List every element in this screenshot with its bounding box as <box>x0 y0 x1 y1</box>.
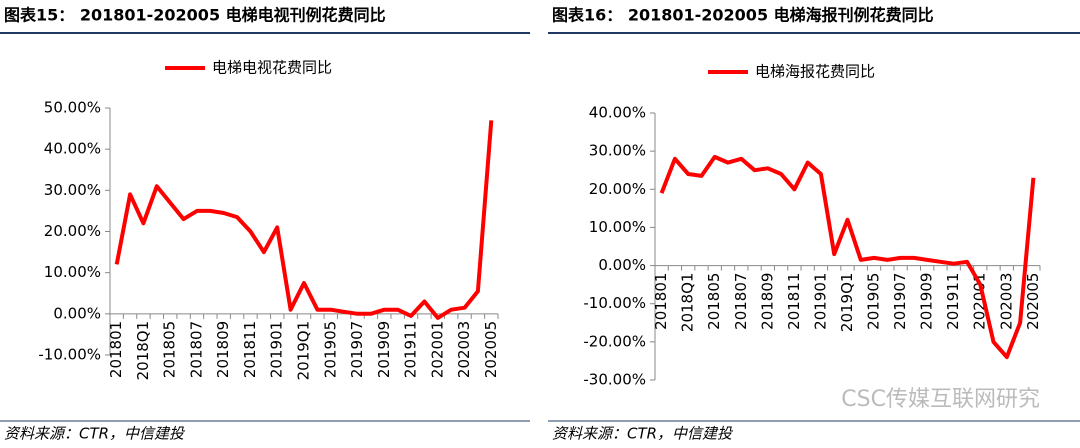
x-tick-label: 2019Q1 <box>295 321 313 381</box>
y-tick-label: 20.00% <box>589 180 646 198</box>
y-tick-label: -10.00% <box>38 346 101 364</box>
x-tick-label: 201807 <box>732 273 750 330</box>
series-line <box>659 154 1036 360</box>
chart-title: 图表15： 201801-202005 电梯电视刊例花费同比 <box>4 6 386 25</box>
y-tick-label: 40.00% <box>44 140 101 158</box>
y-tick-label: 10.00% <box>44 263 101 281</box>
x-tick-label: 201911 <box>944 273 962 330</box>
x-tick-label: 201807 <box>187 321 205 378</box>
chart-title: 图表16： 201801-202005 电梯海报刊例花费同比 <box>552 6 934 25</box>
x-tick-label: 201809 <box>214 321 232 378</box>
series-line <box>114 120 494 320</box>
x-tick-label: 201901 <box>268 321 286 378</box>
y-tick-label: 0.00% <box>53 304 101 322</box>
x-tick-label: 2018Q1 <box>134 321 152 381</box>
y-tick-label: 10.00% <box>589 218 646 236</box>
x-tick-label: 201907 <box>891 273 909 330</box>
source-note: 资料来源：CTR，中信建投 <box>4 425 186 443</box>
x-tick-label: 201811 <box>241 321 259 378</box>
y-tick-label: 50.00% <box>44 99 101 117</box>
x-tick-label: 201801 <box>107 321 125 378</box>
x-tick-label: 201909 <box>918 273 936 330</box>
x-tick-label: 201911 <box>402 321 420 378</box>
x-tick-label: 202005 <box>1024 273 1042 330</box>
x-tick-label: 201905 <box>321 321 339 378</box>
watermark: CSC传媒互联网研究 <box>841 387 1040 412</box>
x-tick-label: 201909 <box>375 321 393 378</box>
x-tick-label: 202003 <box>997 273 1015 330</box>
x-tick-label: 201801 <box>652 273 670 330</box>
x-tick-label: 201811 <box>785 273 803 330</box>
x-tick-label: 201901 <box>811 273 829 330</box>
x-tick-label: 202003 <box>455 321 473 378</box>
y-tick-label: -10.00% <box>583 294 646 312</box>
y-tick-label: 20.00% <box>44 222 101 240</box>
legend-label: 电梯电视花费同比 <box>212 59 332 77</box>
x-tick-label: 2019Q1 <box>838 273 856 333</box>
x-tick-label: 202001 <box>971 273 989 330</box>
y-tick-label: -30.00% <box>583 371 646 389</box>
x-tick-label: 201905 <box>865 273 883 330</box>
x-tick-label: 202005 <box>482 321 500 378</box>
x-tick-label: 202001 <box>428 321 446 378</box>
y-tick-label: 40.00% <box>589 104 646 122</box>
source-note: 资料来源：CTR，中信建投 <box>552 425 734 443</box>
y-tick-label: 0.00% <box>598 256 646 274</box>
y-tick-label: -20.00% <box>583 332 646 350</box>
x-tick-label: 2018Q1 <box>679 273 697 333</box>
y-tick-label: 30.00% <box>589 142 646 160</box>
x-tick-label: 201805 <box>705 273 723 330</box>
x-tick-label: 201809 <box>758 273 776 330</box>
legend-label: 电梯海报花费同比 <box>755 63 875 81</box>
x-tick-label: 201805 <box>161 321 179 378</box>
y-tick-label: 30.00% <box>44 181 101 199</box>
x-tick-label: 201907 <box>348 321 366 378</box>
